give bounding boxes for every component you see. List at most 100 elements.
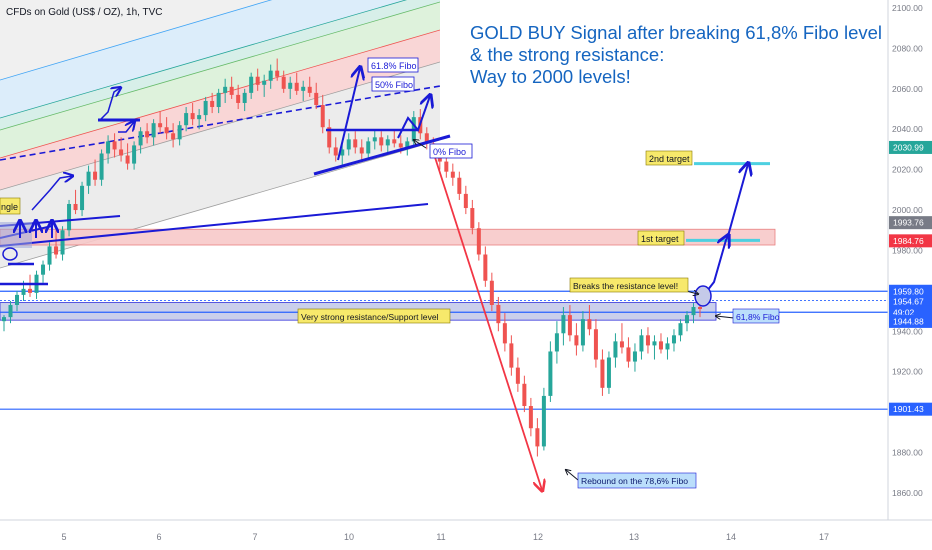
candle-body <box>483 254 488 281</box>
price-label-box <box>889 402 932 416</box>
pointer-arrow <box>566 470 579 481</box>
price-axis-labels: 2030.99 1993.76 1984.76 1959.801954.6749:02… <box>889 140 932 416</box>
fibo-50-label-box[interactable] <box>371 76 415 92</box>
fibo-channel <box>0 0 440 269</box>
fibo-618-right-label-box[interactable] <box>732 308 780 324</box>
fibo-618-label: 61.8% Fibo <box>371 61 417 71</box>
candle-body <box>340 149 345 156</box>
candle-body <box>379 137 384 146</box>
candle-body <box>86 171 91 186</box>
candle-body <box>73 203 78 211</box>
channel-line <box>0 0 273 81</box>
candle-body <box>197 115 202 120</box>
candle-body <box>164 127 169 134</box>
candle-body <box>619 341 624 348</box>
rebound-label-box[interactable] <box>577 472 697 489</box>
price-label: 2030.99 <box>893 142 924 152</box>
candle-body <box>502 323 507 344</box>
candle-body <box>106 141 111 154</box>
channel-midline <box>0 85 440 161</box>
left-wave-arrow <box>99 88 120 121</box>
price-label: 49:02 <box>893 307 915 317</box>
candle-body <box>262 80 267 85</box>
price-axis-bg[interactable] <box>888 0 932 520</box>
candle-body <box>489 280 494 305</box>
second-target-label-box[interactable] <box>645 150 693 166</box>
fibo-618-label-box[interactable] <box>367 57 419 73</box>
candle-body <box>80 185 85 211</box>
breakout-wave-arrow <box>397 96 430 139</box>
candle-body <box>21 288 26 295</box>
candle-body <box>60 230 65 255</box>
drop-arrow <box>431 147 542 490</box>
time-tick-label: 10 <box>344 532 354 542</box>
price-label-box <box>889 140 932 154</box>
candle-body <box>698 307 702 310</box>
triangle-bottom-line <box>313 134 451 176</box>
candle-body <box>320 105 325 128</box>
fibo-50-label: 50% Fibo <box>375 80 413 90</box>
candle-body <box>580 319 585 346</box>
candle-body <box>535 428 540 447</box>
price-tick-label: 2060.00 <box>892 84 923 94</box>
candle-body <box>112 141 117 150</box>
circle-marker-left <box>2 247 18 261</box>
resistance-support-label-box[interactable] <box>297 308 451 324</box>
price-label-box <box>889 295 932 309</box>
candle-body <box>606 357 611 388</box>
candle-body <box>385 139 390 146</box>
price-label: 1959.80 <box>893 286 924 296</box>
candle-body <box>281 76 286 89</box>
candle-body <box>15 294 20 305</box>
candles-layer <box>2 58 702 457</box>
fibo-0-label-box[interactable] <box>429 143 473 159</box>
triangle-label-box[interactable] <box>0 197 21 215</box>
candle-body <box>223 86 228 93</box>
time-tick-label: 14 <box>726 532 736 542</box>
price-tick-label: 2020.00 <box>892 165 923 175</box>
candle-body <box>119 149 124 156</box>
candle-body <box>522 383 527 407</box>
price-tick-label: 2000.00 <box>892 205 923 215</box>
candle-body <box>288 82 293 89</box>
time-tick-label: 17 <box>819 532 829 542</box>
candle-body <box>450 171 455 178</box>
candle-body <box>470 208 475 229</box>
drawings <box>0 68 748 490</box>
candle-body <box>294 82 299 91</box>
candle-body <box>632 351 637 362</box>
price-tick-label: 1880.00 <box>892 447 923 457</box>
candle-body <box>229 86 234 95</box>
candle-body <box>255 76 260 85</box>
breaks-resistance-label-box[interactable] <box>569 277 689 293</box>
candle-body <box>691 307 696 316</box>
candle-body <box>613 341 618 358</box>
candle-body <box>346 139 351 150</box>
candle-body <box>678 323 683 336</box>
time-tick-label: 13 <box>629 532 639 542</box>
symbol-title[interactable]: CFDs on Gold (US$ / OZ), 1h, TVC <box>6 7 163 18</box>
time-tick-label: 11 <box>436 532 445 542</box>
fibo-618-right-label: 61,8% Fibo <box>736 312 780 322</box>
price-label: 1901.43 <box>893 404 924 414</box>
time-tick-label: 7 <box>252 532 257 542</box>
second-target-label: 2nd target <box>649 154 690 164</box>
candle-body <box>658 341 663 350</box>
channel-line <box>0 139 440 269</box>
candle-body <box>275 70 280 77</box>
left-rise-arrow <box>31 176 72 211</box>
candle-body <box>424 133 429 144</box>
pointer-arrow <box>414 140 427 149</box>
first-target-label-box[interactable] <box>637 230 685 246</box>
annotation-labels: 61.8% Fibo 50% Fibo 0% Fibo ngle 2nd tar… <box>0 57 780 489</box>
price-label-box <box>889 216 932 230</box>
breaks-resistance-label: Breaks the resistance level! <box>573 281 678 291</box>
candle-body <box>366 141 371 154</box>
candle-body <box>2 317 6 322</box>
candle-body <box>496 305 501 324</box>
candle-body <box>314 92 319 105</box>
rebound-label: Rebound on the 78,6% Fibo <box>581 476 688 486</box>
headline: GOLD BUY Signal after breaking 61,8% Fib… <box>470 22 890 88</box>
